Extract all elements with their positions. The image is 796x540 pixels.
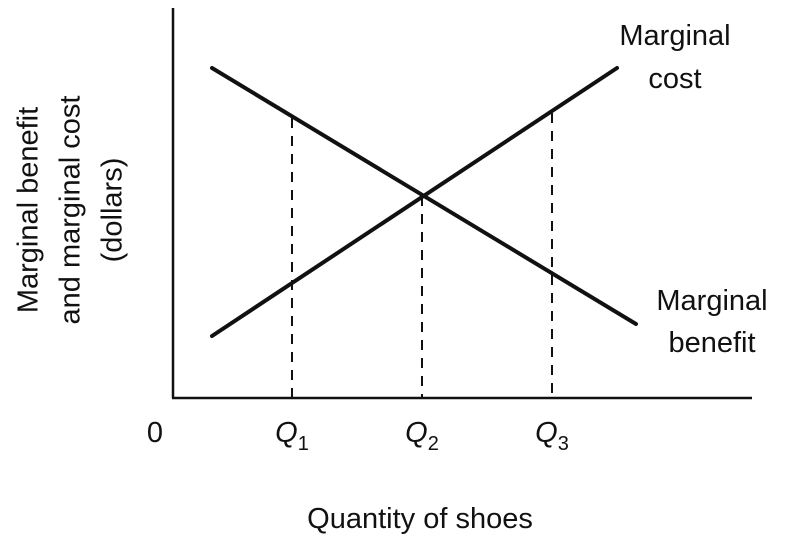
y-label-line: (dollars) bbox=[97, 158, 129, 263]
curve-label: Marginal bbox=[656, 285, 767, 317]
y-axis-label: Marginal benefit and marginal cost (doll… bbox=[13, 96, 129, 325]
tick-subscript: 2 bbox=[428, 433, 439, 455]
y-label-line: and marginal cost bbox=[55, 96, 87, 325]
x-axis-label: Quantity of shoes bbox=[307, 503, 533, 535]
tick-subscript: 3 bbox=[558, 433, 569, 455]
curve-label: cost bbox=[648, 63, 701, 95]
x-tick-label: Q1 bbox=[275, 417, 309, 455]
curve-label: Marginal bbox=[619, 20, 730, 52]
marginal-cost-line bbox=[210, 66, 619, 338]
origin-label: 0 bbox=[147, 417, 163, 449]
tick-letter: Q bbox=[275, 417, 298, 449]
tick-letter: Q bbox=[405, 417, 428, 449]
y-label-line: Marginal benefit bbox=[13, 107, 45, 313]
x-tick-label: Q2 bbox=[405, 417, 439, 455]
x-tick-label: Q3 bbox=[535, 417, 569, 455]
curve-label: benefit bbox=[668, 327, 755, 359]
tick-subscript: 1 bbox=[298, 433, 309, 455]
tick-letter: Q bbox=[535, 417, 558, 449]
